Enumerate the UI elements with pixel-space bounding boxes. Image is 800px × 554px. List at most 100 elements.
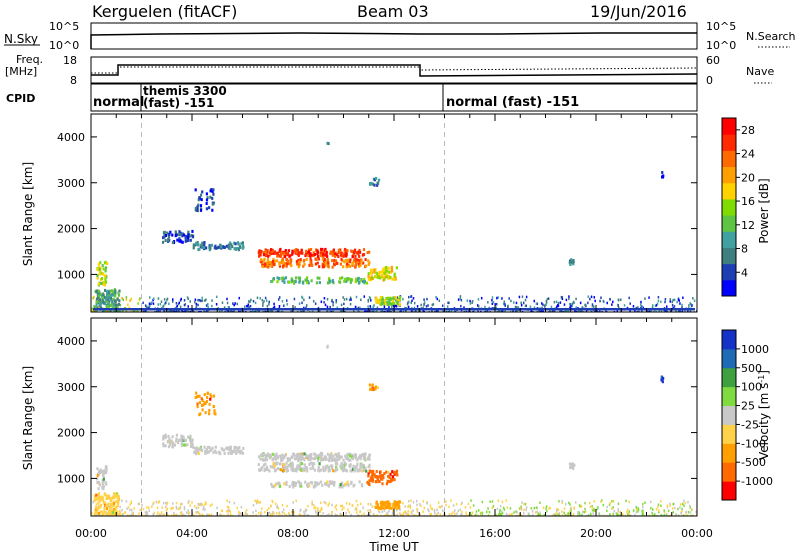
scatter-cell <box>172 506 174 510</box>
scatter-cell <box>145 510 148 514</box>
data-cell <box>268 260 271 264</box>
data-cell <box>292 483 295 487</box>
scatter-cell <box>405 512 407 515</box>
scatter-cell <box>301 310 304 312</box>
scatter-cell <box>188 499 190 503</box>
data-cell <box>337 248 340 252</box>
scatter-cell <box>634 513 636 516</box>
data-cell <box>389 270 392 274</box>
scatter-cell <box>460 502 463 506</box>
scatter-cell <box>129 514 131 516</box>
scatter-cell <box>249 514 252 516</box>
data-cell <box>295 276 298 280</box>
scatter-cell <box>640 306 642 310</box>
data-cell <box>327 261 330 265</box>
data-cell <box>205 246 208 250</box>
scatter-cell <box>343 310 346 312</box>
scatter-cell <box>189 504 191 507</box>
data-cell <box>195 391 198 395</box>
scatter-cell <box>359 306 361 310</box>
scatter-cell <box>387 310 390 312</box>
data-cell <box>341 467 344 471</box>
data-cell <box>287 457 290 461</box>
data-cell <box>351 263 354 267</box>
data-cell <box>258 468 262 472</box>
data-cell <box>298 452 301 456</box>
data-cell <box>118 289 121 293</box>
scatter-cell <box>632 509 635 512</box>
scatter-cell <box>524 298 527 302</box>
scatter-cell <box>207 302 209 306</box>
scatter-cell <box>467 502 470 506</box>
scatter-cell <box>453 509 456 512</box>
data-cell <box>101 282 105 286</box>
data-cell <box>98 499 101 503</box>
scatter-cell <box>436 309 438 312</box>
scatter-cell <box>410 499 412 503</box>
scatter-cell <box>326 514 328 516</box>
scatter-cell <box>369 305 371 308</box>
scatter-cell <box>413 306 416 310</box>
scatter-cell <box>199 298 201 302</box>
data-cell <box>263 469 266 473</box>
scatter-cell <box>593 500 596 503</box>
data-cell <box>209 397 212 401</box>
velocity-colorbar-swatch <box>722 405 736 425</box>
scatter-cell <box>469 299 471 303</box>
data-cell <box>296 464 299 468</box>
scatter-cell <box>463 514 466 516</box>
scatter-cell <box>558 513 561 516</box>
scatter-cell <box>354 507 357 511</box>
scatter-cell <box>183 299 186 302</box>
data-cell <box>350 469 353 473</box>
scatter-cell <box>340 303 343 307</box>
data-cell <box>98 469 101 473</box>
data-cell <box>327 484 331 488</box>
scatter-cell <box>626 508 629 512</box>
data-cell <box>295 251 298 255</box>
data-cell <box>322 467 325 471</box>
scatter-cell <box>373 514 376 516</box>
data-cell <box>328 456 331 460</box>
data-cell <box>336 261 339 265</box>
scatter-cell <box>157 303 159 306</box>
data-cell <box>197 198 200 202</box>
data-cell <box>107 298 110 302</box>
scatter-cell <box>495 302 498 306</box>
data-cell <box>208 412 211 416</box>
scatter-cell <box>357 310 360 312</box>
scatter-cell <box>211 503 213 506</box>
data-cell <box>107 509 111 513</box>
freq-label: Freq. <box>16 53 43 66</box>
scatter-cell <box>537 512 539 515</box>
data-cell <box>281 457 284 461</box>
data-cell <box>104 266 108 270</box>
scatter-cell <box>423 298 425 301</box>
scatter-cell <box>326 310 329 312</box>
data-cell <box>260 467 263 471</box>
scatter-cell <box>119 505 121 509</box>
scatter-cell <box>599 514 601 516</box>
scatter-cell <box>244 310 247 312</box>
data-cell <box>367 474 370 478</box>
data-cell <box>212 405 215 409</box>
scatter-cell <box>231 514 234 516</box>
data-cell <box>360 279 363 283</box>
data-cell <box>349 458 352 462</box>
data-cell <box>280 251 283 255</box>
scatter-cell <box>266 508 269 512</box>
data-cell <box>328 468 331 472</box>
data-cell <box>367 272 370 276</box>
data-cell <box>276 276 279 280</box>
scatter-cell <box>278 296 281 299</box>
scatter-cell <box>475 513 477 516</box>
data-cell <box>196 242 200 246</box>
data-cell <box>206 395 209 399</box>
velocity-colorbar-tick-label: 500 <box>741 362 762 375</box>
data-cell <box>351 249 354 253</box>
data-cell <box>287 464 291 468</box>
scatter-cell <box>475 510 478 513</box>
scatter-cell <box>664 298 667 301</box>
data-cell <box>335 455 338 459</box>
scatter-cell <box>308 296 311 299</box>
